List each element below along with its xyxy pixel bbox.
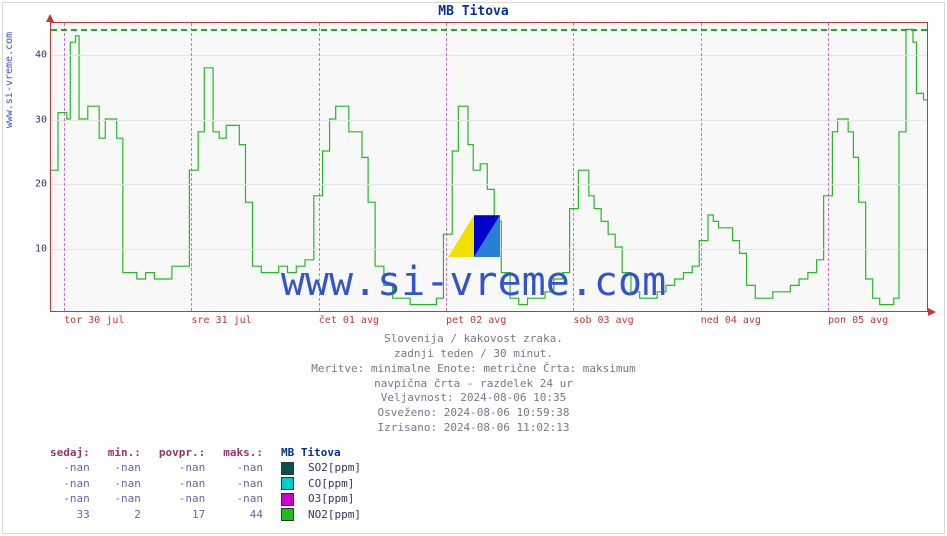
meta-line: Meritve: minimalne Enote: metrične Črta:… (0, 362, 947, 377)
series-line (51, 23, 927, 311)
chart-title: MB Titova (0, 4, 947, 19)
ytick-label: 10 (35, 243, 47, 254)
xtick-label: sre 31 jul (191, 315, 251, 326)
meta-line: Slovenija / kakovost zraka. (0, 332, 947, 347)
legend-cell-min: -nan (100, 461, 149, 475)
legend-cell-now: -nan (42, 492, 98, 506)
legend-cell-avg: -nan (151, 477, 213, 491)
legend-cell-avg: -nan (151, 461, 213, 475)
gridline-v (701, 23, 702, 311)
y-axis-label: www.si-vreme.com (4, 10, 15, 150)
col-station: MB Titova (273, 446, 369, 459)
legend-series-name: SO2[ppm] (300, 461, 369, 475)
xtick-label: tor 30 jul (64, 315, 124, 326)
legend-cell-max: -nan (215, 492, 271, 506)
meta-text: Slovenija / kakovost zraka. zadnji teden… (0, 332, 947, 436)
ytick-label: 30 (35, 114, 47, 125)
col-avg: povpr.: (151, 446, 213, 459)
legend-swatch (273, 477, 298, 491)
gridline-h (51, 55, 927, 56)
legend-swatch (273, 461, 298, 475)
legend-cell-avg: 17 (151, 508, 213, 522)
gridline-v (191, 23, 192, 311)
xtick-label: sob 03 avg (573, 315, 633, 326)
gridline-v (573, 23, 574, 311)
gridline-h (51, 249, 927, 250)
xtick-label: čet 01 avg (319, 315, 379, 326)
max-line (51, 29, 927, 31)
y-axis-arrow (46, 14, 54, 22)
legend-series-name: O3[ppm] (300, 492, 369, 506)
col-max: maks.: (215, 446, 271, 459)
meta-line: Izrisano: 2024-08-06 11:02:13 (0, 421, 947, 436)
legend-swatch (273, 508, 298, 522)
plot-area: 10203040tor 30 julsre 31 julčet 01 avgpe… (50, 22, 928, 312)
gridline-h (51, 120, 927, 121)
gridline-v (64, 23, 65, 311)
ytick-label: 20 (35, 179, 47, 190)
legend-cell-min: -nan (100, 477, 149, 491)
meta-line: Veljavnost: 2024-08-06 10:35 (0, 391, 947, 406)
col-now: sedaj: (42, 446, 98, 459)
meta-line: navpična črta - razdelek 24 ur (0, 377, 947, 392)
legend-cell-min: -nan (100, 492, 149, 506)
legend-series-name: CO[ppm] (300, 477, 369, 491)
meta-line: Osveženo: 2024-08-06 10:59:38 (0, 406, 947, 421)
xtick-label: pon 05 avg (828, 315, 888, 326)
legend-row: -nan-nan-nan-nanSO2[ppm] (42, 461, 369, 475)
legend-cell-avg: -nan (151, 492, 213, 506)
gridline-v (828, 23, 829, 311)
legend-cell-now: 33 (42, 508, 98, 522)
legend-swatch (273, 492, 298, 506)
legend-series-name: NO2[ppm] (300, 508, 369, 522)
legend-row: 3321744 NO2[ppm] (42, 508, 369, 522)
gridline-v (319, 23, 320, 311)
legend-table: sedaj: min.: povpr.: maks.: MB Titova -n… (40, 444, 371, 523)
legend-cell-now: -nan (42, 461, 98, 475)
legend-cell-max: -nan (215, 461, 271, 475)
gridline-h (51, 184, 927, 185)
legend-cell-now: -nan (42, 477, 98, 491)
x-axis-arrow (928, 308, 936, 316)
legend-cell-max: 44 (215, 508, 271, 522)
legend-cell-max: -nan (215, 477, 271, 491)
col-min: min.: (100, 446, 149, 459)
gridline-v (446, 23, 447, 311)
ytick-label: 40 (35, 50, 47, 61)
legend-cell-min: 2 (100, 508, 149, 522)
legend-row: -nan-nan-nan-nanO3[ppm] (42, 492, 369, 506)
xtick-label: ned 04 avg (701, 315, 761, 326)
legend-row: -nan-nan-nan-nanCO[ppm] (42, 477, 369, 491)
meta-line: zadnji teden / 30 minut. (0, 347, 947, 362)
xtick-label: pet 02 avg (446, 315, 506, 326)
legend-header-row: sedaj: min.: povpr.: maks.: MB Titova (42, 446, 369, 459)
